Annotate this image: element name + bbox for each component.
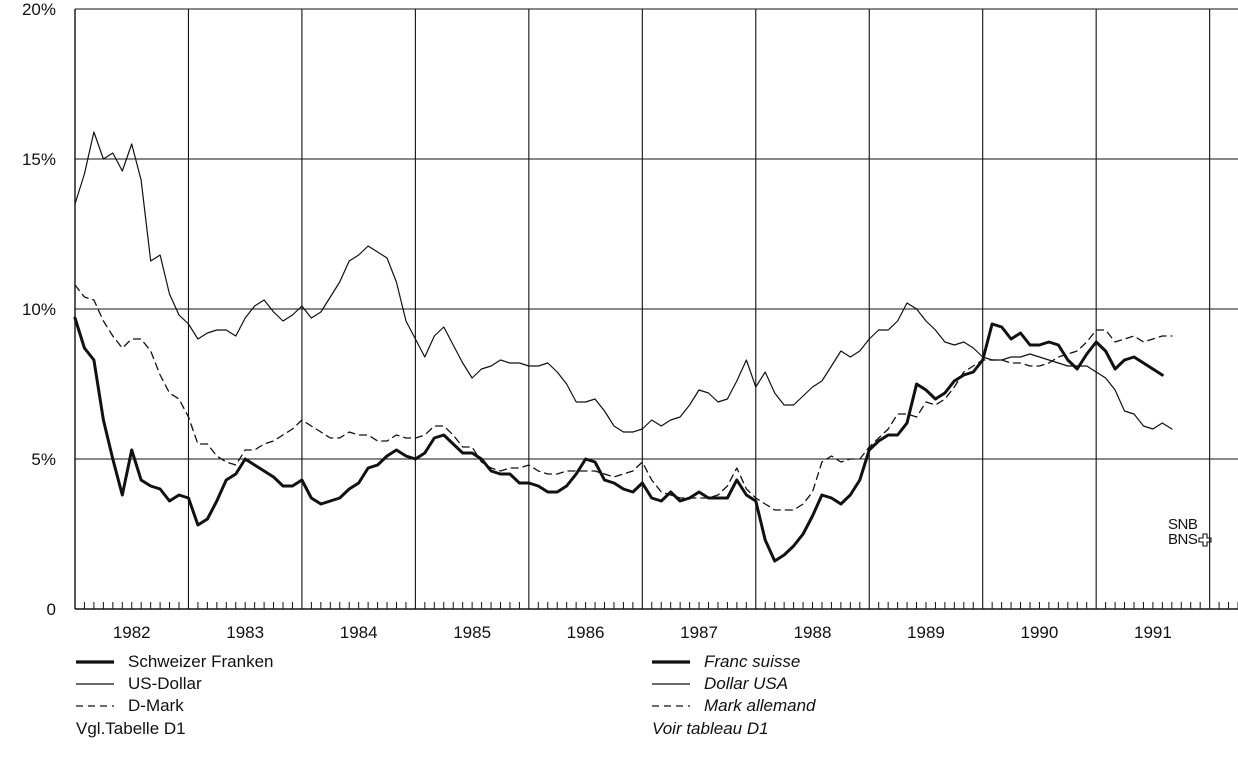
chart: 0 5% 10% 15% 20% 1982 1983 1984 1985 1986 1987 1988… [22,0,1238,640]
legend-label: Franc suisse [704,652,801,671]
legend-item-dollar-usa: Dollar USA [652,673,816,695]
y-tick-label: 20% [22,0,56,19]
logo-line-bns: BNS [1168,531,1198,548]
legend-swatch-dashed [652,705,690,707]
logo-line-snb: SNB [1168,516,1198,533]
x-tick-label: 1984 [340,623,378,640]
legend-swatch-dashed [76,705,114,707]
legend-german: Schweizer Franken US-Dollar D-Mark Vgl.T… [76,651,274,740]
x-tick-label: 1990 [1021,623,1059,640]
y-tick-label: 15% [22,150,56,169]
table-reference-note: Vgl.Tabelle D1 [76,719,186,738]
chart-grid [75,8,1238,610]
x-tick-label: 1982 [113,623,151,640]
chart-series [73,131,1173,563]
legend-label: Schweizer Franken [128,652,274,671]
x-tick-label: 1987 [680,623,718,640]
legend-item-d-mark: D-Mark [76,695,274,717]
legend-swatch-thin [652,683,690,685]
legend-item-us-dollar: US-Dollar [76,673,274,695]
legend-label: US-Dollar [128,674,202,693]
x-tick-label: 1985 [453,623,491,640]
chart-axes [74,9,1238,609]
chart-tick-labels: 0 5% 10% 15% 20% 1982 1983 1984 1985 1986 1987 1988… [22,0,1172,640]
y-tick-label: 0 [47,600,56,619]
legend-item-franc-suisse: Franc suisse [652,651,816,673]
y-tick-label: 5% [31,450,56,469]
legend-item-swiss-franc: Schweizer Franken [76,651,274,673]
series-line-us-dollar [74,131,1173,433]
legend-french: Franc suisse Dollar USA Mark allemand Vo… [652,651,816,740]
legend-swatch-thick [76,660,114,664]
legend-label: Dollar USA [704,674,789,693]
legend-label: Mark allemand [704,696,816,715]
x-tick-label: 1989 [907,623,945,640]
series-line-d-mark [74,284,1173,511]
x-tick-label: 1986 [567,623,605,640]
legend-item-mark-allemand: Mark allemand [652,695,816,717]
y-tick-label: 10% [22,300,56,319]
swiss-cross-icon [1198,532,1212,547]
table-reference-note: Voir tableau D1 [652,719,769,738]
legend-label: D-Mark [128,696,184,715]
x-tick-label: 1991 [1134,623,1172,640]
series-line-schweizer-franken [73,316,1164,563]
legend-swatch-thin [76,683,114,685]
snb-logo: SNB BNS [1168,517,1212,547]
legend-swatch-thick [652,660,690,664]
x-tick-label: 1988 [794,623,832,640]
x-tick-label: 1983 [226,623,264,640]
